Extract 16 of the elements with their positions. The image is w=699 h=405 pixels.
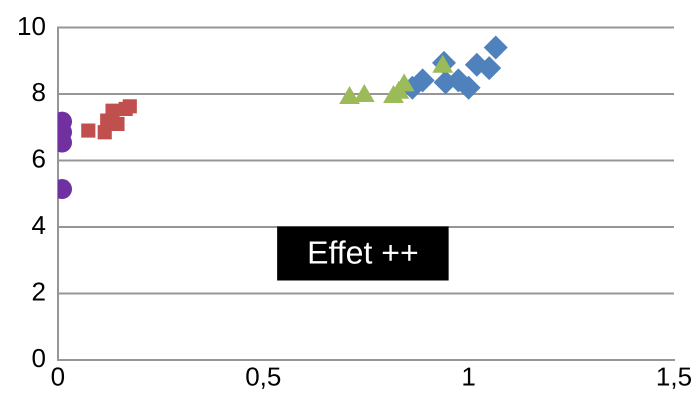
point — [110, 116, 125, 132]
x-tick-label: 1,5 — [656, 362, 692, 392]
x-tick-label: 0 — [50, 362, 66, 392]
point — [81, 124, 96, 138]
point — [484, 36, 508, 60]
y-tick-label: 4 — [31, 210, 46, 240]
x-tick-label: 0,5 — [245, 362, 282, 392]
y-tick-label: 0 — [31, 342, 46, 373]
y-tick-label: 6 — [31, 144, 46, 174]
x-tick-label: 1 — [461, 362, 476, 392]
y-tick-label: 8 — [31, 77, 46, 108]
y-tick-label: 10 — [17, 10, 46, 41]
annotation: Effet ++ — [307, 234, 419, 270]
y-tick-label: 2 — [31, 276, 46, 307]
point — [105, 104, 120, 118]
point — [122, 99, 137, 114]
